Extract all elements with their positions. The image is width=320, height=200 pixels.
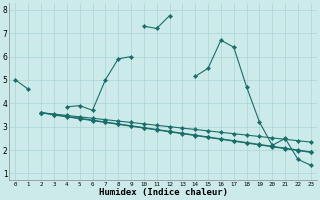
X-axis label: Humidex (Indice chaleur): Humidex (Indice chaleur) <box>99 188 228 197</box>
